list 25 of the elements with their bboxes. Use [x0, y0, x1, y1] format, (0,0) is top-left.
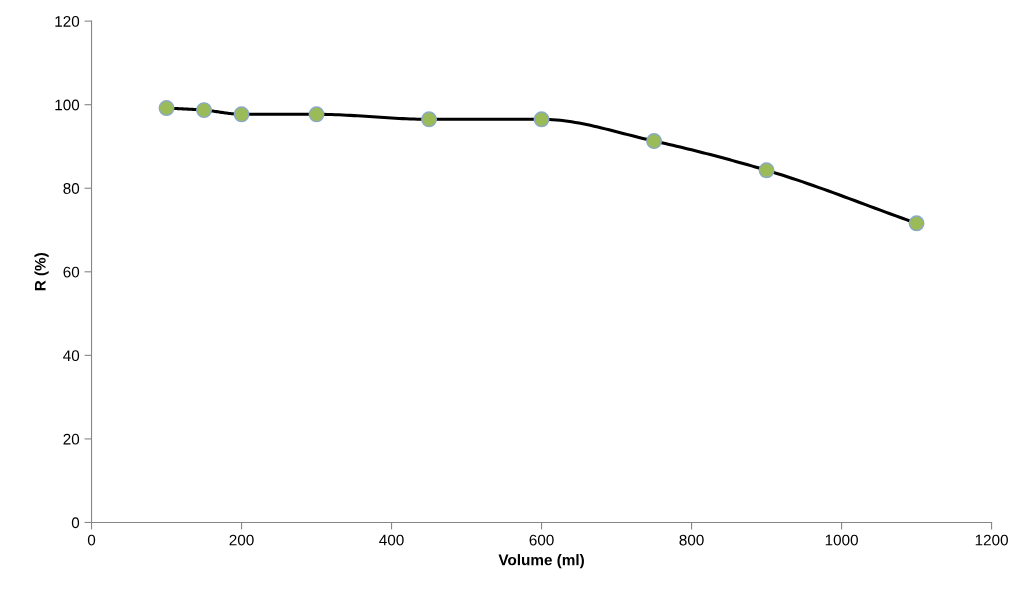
y-tick-label: 0 — [71, 517, 80, 529]
point — [196, 102, 213, 119]
point — [233, 106, 250, 123]
x-tick-label: 1200 — [975, 534, 1008, 546]
x-tick-label: 1000 — [825, 534, 858, 546]
point — [646, 133, 663, 150]
x-tick-label: 200 — [229, 534, 254, 546]
y-tick-label: 20 — [63, 433, 80, 445]
point — [308, 106, 325, 123]
y-tick-label: 80 — [63, 183, 80, 194]
x-tick-label: 0 — [87, 534, 96, 546]
x-axis-title: Volume (ml) — [498, 554, 584, 569]
x-tick-label: 800 — [679, 534, 704, 546]
x-tick-label: 400 — [379, 534, 404, 546]
y-tick-label: 120 — [55, 16, 80, 27]
point — [421, 111, 438, 128]
y-tick-label: 40 — [63, 350, 80, 362]
point — [533, 111, 550, 128]
y-tick-label: 100 — [55, 99, 80, 111]
point — [158, 100, 175, 117]
point — [908, 215, 925, 232]
y-axis-title: R (%) — [34, 253, 49, 291]
point — [758, 162, 775, 179]
x-tick-label: 600 — [529, 534, 554, 546]
y-tick-label: 60 — [63, 266, 80, 278]
